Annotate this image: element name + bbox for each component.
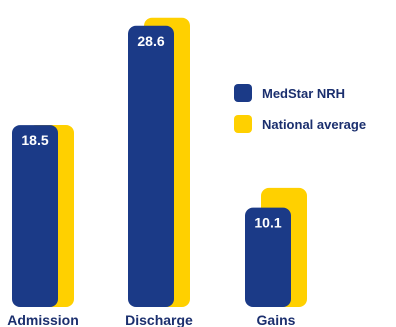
data-labels-group: 18.5 28.6 10.1 [21,33,281,231]
data-label-discharge: 28.6 [137,33,164,49]
bar-discharge-medstar-nrh [128,25,174,308]
legend-swatch-medstar-nrh [234,84,252,102]
legend-label-medstar-nrh: MedStar NRH [262,86,345,101]
bar-admission-medstar-nrh [12,125,58,307]
legend-label-national-average: National average [262,117,366,132]
category-label-admission: Admission [7,312,79,327]
bars-group [12,17,307,308]
legend-swatch-national-average [234,115,252,133]
category-labels-group: Admission Discharge Gains [7,312,295,327]
data-label-gains: 10.1 [254,215,281,231]
category-label-gains: Gains [257,312,296,327]
data-label-admission: 18.5 [21,132,48,148]
legend: MedStar NRH National average [234,84,366,133]
category-label-discharge: Discharge [125,312,193,327]
bar-gains-medstar-nrh [245,207,291,307]
